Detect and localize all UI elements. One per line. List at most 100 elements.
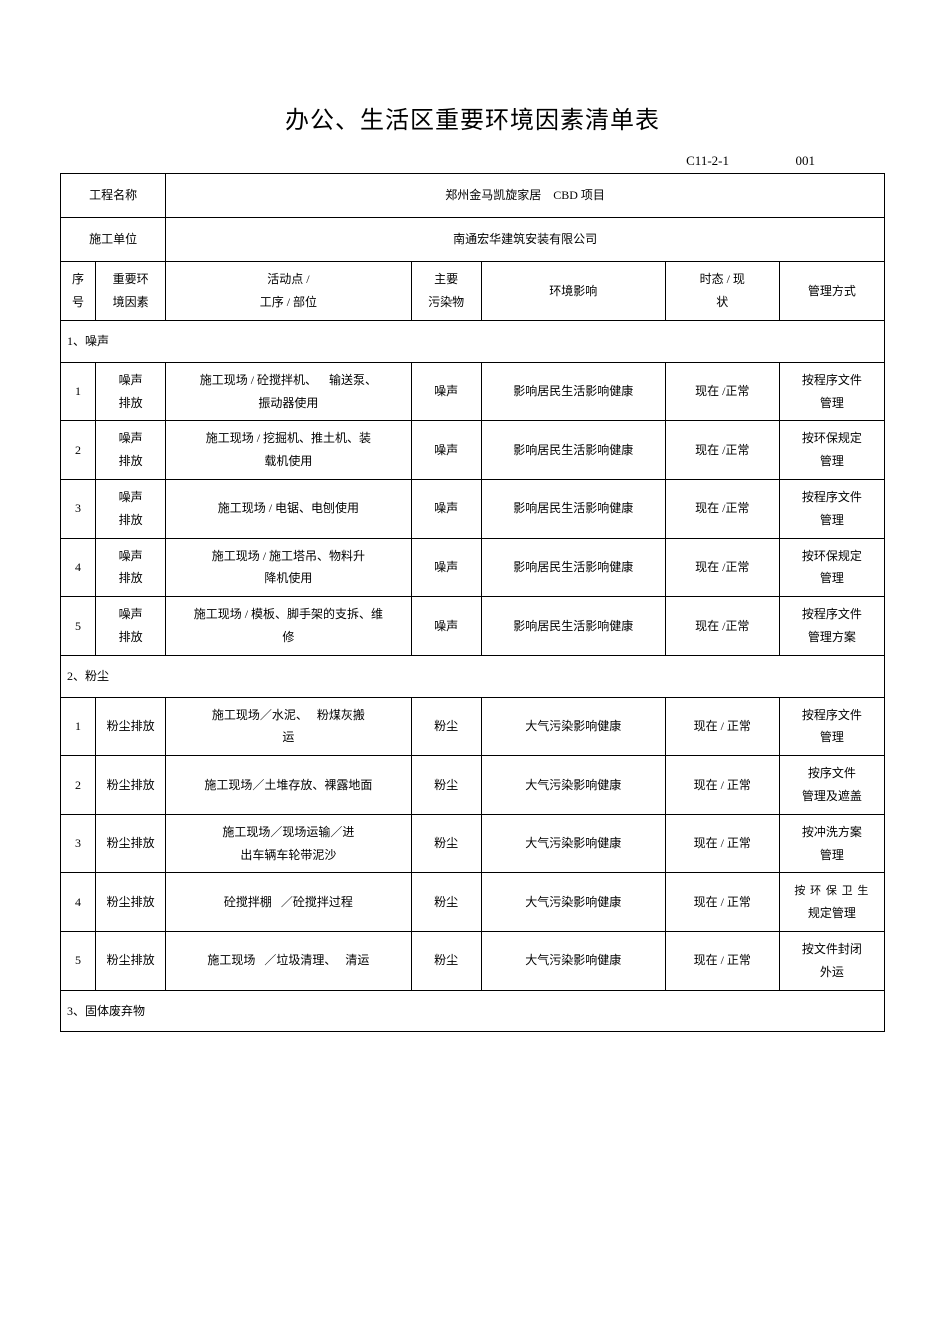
hdr-act-a: 活动点 / xyxy=(267,272,309,286)
noise-row-5: 5 噪声 排放 施工现场 / 模板、脚手架的支拆、维 修 噪声 影响居民生活影响… xyxy=(61,597,885,656)
mgmt: 按环保规定 管理 xyxy=(779,421,884,480)
factor-b: 排放 xyxy=(119,571,143,585)
mgmt-a: 按文件封闭 xyxy=(802,942,862,956)
impact: 影响居民生活影响健康 xyxy=(481,421,665,480)
pollutant: 粉尘 xyxy=(411,873,481,932)
mgmt-a: 按 环 保 卫 生 xyxy=(794,885,869,897)
pollutant: 噪声 xyxy=(411,597,481,656)
hdr-factor-a: 重要环 xyxy=(113,272,149,286)
activity: 施工现场 / 电锯、电刨使用 xyxy=(166,479,411,538)
activity: 施工现场 ／垃圾清理、 清运 xyxy=(166,932,411,991)
mgmt-a: 按环保规定 xyxy=(802,549,862,563)
factor: 噪声 排放 xyxy=(96,597,166,656)
unit-value: 南通宏华建筑安装有限公司 xyxy=(166,218,885,262)
section-noise: 1、噪声 xyxy=(61,320,885,362)
idx: 1 xyxy=(61,697,96,756)
header-row: 序 号 重要环 境因素 活动点 / 工序 / 部位 主要 污染物 环境影响 时态… xyxy=(61,262,885,321)
act-c: 振动器使用 xyxy=(258,396,318,410)
state: 现在 / 正常 xyxy=(665,873,779,932)
activity: 施工现场 / 施工塔吊、物料升 降机使用 xyxy=(166,538,411,597)
doc-code-a: C11-2-1 xyxy=(686,153,729,169)
dust-row-5: 5 粉尘排放 施工现场 ／垃圾清理、 清运 粉尘 大气污染影响健康 现在 / 正… xyxy=(61,932,885,991)
hdr-pol-a: 主要 xyxy=(434,272,458,286)
state: 现在 /正常 xyxy=(665,597,779,656)
mgmt-a: 按程序文件 xyxy=(802,607,862,621)
dust-row-4: 4 粉尘排放 砼搅拌棚 ／砼搅拌过程 粉尘 大气污染影响健康 现在 / 正常 按… xyxy=(61,873,885,932)
activity: 施工现场 / 砼搅拌机、 输送泵、 振动器使用 xyxy=(166,362,411,421)
doc-code-b: 001 xyxy=(796,153,816,169)
mgmt-b: 外运 xyxy=(820,965,844,979)
impact: 大气污染影响健康 xyxy=(481,873,665,932)
state: 现在 / 正常 xyxy=(665,814,779,873)
unit-label: 施工单位 xyxy=(61,218,166,262)
pollutant: 粉尘 xyxy=(411,756,481,815)
impact: 大气污染影响健康 xyxy=(481,756,665,815)
idx: 2 xyxy=(61,756,96,815)
act-a: 施工现场／现场运输／进 xyxy=(222,825,354,839)
noise-row-2: 2 噪声 排放 施工现场 / 挖掘机、推土机、装 载机使用 噪声 影响居民生活影… xyxy=(61,421,885,480)
section-dust-label: 2、粉尘 xyxy=(61,655,885,697)
project-label: 工程名称 xyxy=(61,174,166,218)
hdr-factor: 重要环 境因素 xyxy=(96,262,166,321)
mgmt-b: 管理方案 xyxy=(808,630,856,644)
mgmt: 按程序文件 管理方案 xyxy=(779,597,884,656)
mgmt-b: 管理 xyxy=(820,730,844,744)
idx: 4 xyxy=(61,538,96,597)
factor-b: 排放 xyxy=(119,454,143,468)
impact: 大气污染影响健康 xyxy=(481,814,665,873)
pollutant: 噪声 xyxy=(411,362,481,421)
factor: 噪声 排放 xyxy=(96,421,166,480)
hdr-idx: 序 号 xyxy=(61,262,96,321)
factor: 粉尘排放 xyxy=(96,814,166,873)
section-noise-label: 1、噪声 xyxy=(61,320,885,362)
mgmt-b: 管理 xyxy=(820,454,844,468)
impact: 影响居民生活影响健康 xyxy=(481,597,665,656)
factor: 噪声 排放 xyxy=(96,479,166,538)
state: 现在 /正常 xyxy=(665,362,779,421)
factor-a: 噪声 xyxy=(119,431,143,445)
impact: 大气污染影响健康 xyxy=(481,932,665,991)
act-a: 施工现场 / 模板、脚手架的支拆、维 xyxy=(194,607,383,621)
mgmt-a: 按环保规定 xyxy=(802,431,862,445)
act-b: ／砼搅拌过程 xyxy=(281,895,353,909)
section-solid-waste-label: 3、固体废弃物 xyxy=(61,990,885,1032)
hdr-impact: 环境影响 xyxy=(481,262,665,321)
impact: 影响居民生活影响健康 xyxy=(481,479,665,538)
factor-a: 噪声 xyxy=(119,607,143,621)
impact: 影响居民生活影响健康 xyxy=(481,538,665,597)
mgmt-b: 管理 xyxy=(820,513,844,527)
idx: 3 xyxy=(61,814,96,873)
act-a: 施工现场 / 砼搅拌机、 xyxy=(200,373,317,387)
factor: 粉尘排放 xyxy=(96,873,166,932)
section-dust: 2、粉尘 xyxy=(61,655,885,697)
hdr-pol: 主要 污染物 xyxy=(411,262,481,321)
pollutant: 噪声 xyxy=(411,421,481,480)
factor: 粉尘排放 xyxy=(96,756,166,815)
mgmt: 按环保规定 管理 xyxy=(779,538,884,597)
activity: 施工现场 / 模板、脚手架的支拆、维 修 xyxy=(166,597,411,656)
state: 现在 /正常 xyxy=(665,421,779,480)
factor: 噪声 排放 xyxy=(96,538,166,597)
project-value-b: CBD 项目 xyxy=(553,188,605,202)
mgmt-a: 按程序文件 xyxy=(802,373,862,387)
act-c: 清运 xyxy=(345,953,369,967)
pollutant: 噪声 xyxy=(411,538,481,597)
idx: 4 xyxy=(61,873,96,932)
activity: 砼搅拌棚 ／砼搅拌过程 xyxy=(166,873,411,932)
pollutant: 粉尘 xyxy=(411,932,481,991)
checklist-table: 工程名称 郑州金马凯旋家居 CBD 项目 施工单位 南通宏华建筑安装有限公司 序… xyxy=(60,173,885,1032)
act-c: 降机使用 xyxy=(264,571,312,585)
mgmt-b: 管理 xyxy=(820,571,844,585)
meta-row-project: 工程名称 郑州金马凯旋家居 CBD 项目 xyxy=(61,174,885,218)
noise-row-4: 4 噪声 排放 施工现场 / 施工塔吊、物料升 降机使用 噪声 影响居民生活影响… xyxy=(61,538,885,597)
act-b: 输送泵、 xyxy=(329,373,377,387)
hdr-mgmt: 管理方式 xyxy=(779,262,884,321)
state: 现在 / 正常 xyxy=(665,697,779,756)
factor-a: 噪声 xyxy=(119,490,143,504)
act-c: 修 xyxy=(282,630,294,644)
project-value-a: 郑州金马凯旋家居 xyxy=(445,188,541,202)
doc-code: C11-2-1 001 xyxy=(60,153,885,169)
pollutant: 粉尘 xyxy=(411,697,481,756)
factor-b: 排放 xyxy=(119,396,143,410)
hdr-act: 活动点 / 工序 / 部位 xyxy=(166,262,411,321)
